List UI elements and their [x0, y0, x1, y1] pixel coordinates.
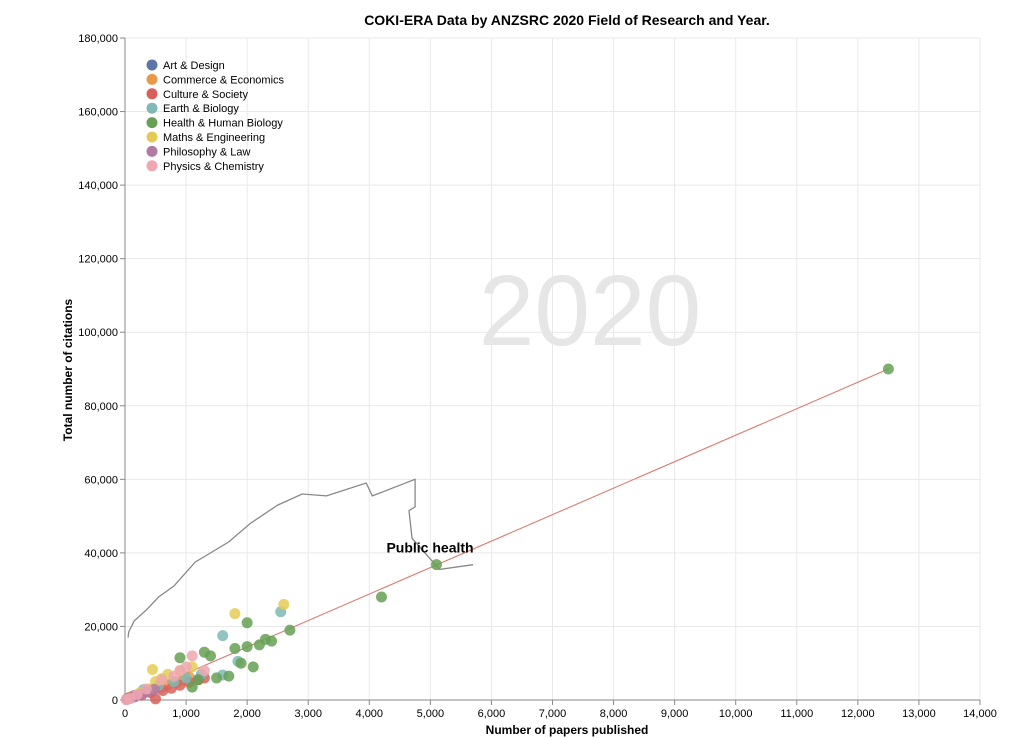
y-tick-label: 120,000	[78, 254, 118, 266]
x-tick-label: 12,000	[841, 708, 875, 720]
annotation-public-health: Public health	[386, 540, 473, 556]
x-tick-label: 0	[122, 708, 128, 720]
point-maths-engineering[interactable]	[146, 663, 158, 675]
x-tick-label: 9,000	[661, 708, 689, 720]
y-axis-title: Total number of citations	[61, 298, 75, 441]
legend-marker	[146, 88, 158, 100]
point-culture-society[interactable]	[150, 693, 162, 705]
legend-label: Art & Design	[163, 60, 225, 72]
point-maths-engineering[interactable]	[229, 608, 241, 620]
annotation-trail	[127, 478, 474, 638]
point-earth-biology[interactable]	[217, 630, 229, 642]
y-tick-label: 20,000	[84, 621, 118, 633]
legend-marker	[146, 102, 158, 114]
y-tick-label: 60,000	[84, 474, 118, 486]
x-tick-label: 11,000	[780, 708, 813, 720]
grid	[124, 37, 981, 701]
y-tick-label: 0	[112, 695, 118, 707]
point-health-human-biology[interactable]	[235, 657, 247, 669]
point-health-human-biology[interactable]	[174, 652, 186, 664]
point-physics-chemistry[interactable]	[186, 650, 198, 662]
x-tick-label: 1,000	[172, 708, 200, 720]
scatter-points	[120, 363, 894, 706]
legend-marker	[146, 160, 158, 172]
point-health-human-biology[interactable]	[241, 617, 253, 629]
y-tick-label: 40,000	[84, 548, 118, 560]
x-axis-title: Number of papers published	[486, 723, 649, 737]
point-health-human-biology[interactable]	[241, 641, 253, 653]
legend-marker	[146, 131, 158, 143]
year-watermark: 2020	[479, 255, 701, 367]
legend-marker	[146, 117, 158, 129]
legend-label: Physics & Chemistry	[163, 161, 264, 173]
point-physics-chemistry[interactable]	[131, 688, 143, 700]
x-tick-label: 5,000	[417, 708, 445, 720]
point-earth-biology[interactable]	[180, 672, 192, 684]
point-physics-chemistry[interactable]	[140, 683, 152, 695]
point-health-human-biology[interactable]	[223, 670, 235, 682]
point-health-human-biology[interactable]	[266, 635, 278, 647]
x-tick-label: 14,000	[963, 708, 997, 720]
point-health-human-biology[interactable]	[229, 643, 241, 655]
legend-label: Culture & Society	[163, 89, 248, 101]
legend-marker	[146, 73, 158, 85]
y-tick-label: 180,000	[78, 33, 118, 45]
x-tick-label: 10,000	[719, 708, 753, 720]
y-tick-label: 160,000	[78, 107, 118, 119]
x-tick-label: 13,000	[902, 708, 936, 720]
point-physics-chemistry[interactable]	[198, 665, 210, 677]
point-health-human-biology[interactable]	[247, 661, 259, 673]
point-health-human-biology[interactable]	[192, 674, 204, 686]
point-health-human-biology[interactable]	[284, 624, 296, 636]
axes: 0 1,000 2,000 3,000 4,000 5,000 6,000 7,000 8,00…	[78, 33, 997, 720]
x-tick-label: 7,000	[539, 708, 567, 720]
point-health-human-biology[interactable]	[211, 672, 223, 684]
legend-marker	[146, 145, 158, 157]
x-tick-label: 6,000	[478, 708, 506, 720]
y-tick-label: 80,000	[84, 401, 118, 413]
point-philosophy-law[interactable]	[148, 683, 160, 695]
legend-label: Maths & Engineering	[163, 132, 265, 144]
legend: Art & Design Commerce & Economics Culture …	[146, 59, 285, 173]
point-health-human-biology[interactable]	[205, 650, 216, 662]
legend-label: Philosophy & Law	[163, 146, 250, 158]
x-tick-label: 4,000	[356, 708, 384, 720]
y-tick-label: 100,000	[78, 327, 118, 339]
x-tick-label: 3,000	[294, 708, 322, 720]
legend-label: Commerce & Economics	[163, 74, 285, 86]
point-physics-chemistry[interactable]	[180, 661, 192, 673]
point-physics-chemistry[interactable]	[156, 674, 168, 686]
chart-title: COKI-ERA Data by ANZSRC 2020 Field of Re…	[364, 12, 770, 28]
point-health-human-biology[interactable]	[376, 591, 387, 603]
x-tick-label: 8,000	[600, 708, 628, 720]
point-health-human-biology[interactable]	[430, 559, 442, 571]
point-health-human-biology[interactable]	[186, 681, 198, 693]
legend-marker	[146, 59, 158, 71]
x-tick-label: 2,000	[233, 708, 261, 720]
y-tick-label: 140,000	[78, 180, 118, 192]
point-health-human-biology[interactable]	[882, 363, 894, 375]
legend-label: Health & Human Biology	[163, 118, 283, 130]
legend-label: Earth & Biology	[163, 103, 239, 115]
point-maths-engineering[interactable]	[278, 598, 290, 610]
